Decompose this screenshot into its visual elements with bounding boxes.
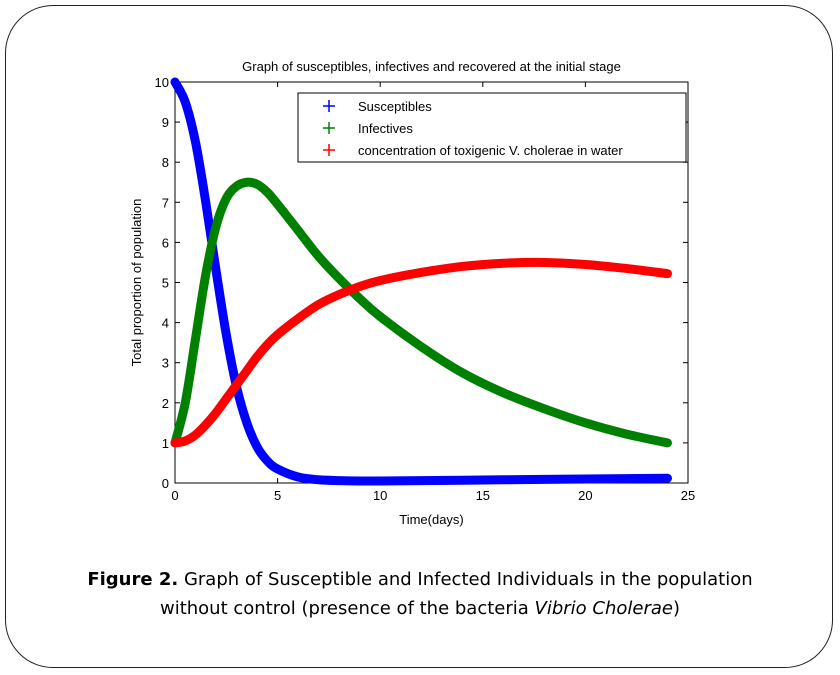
series-vcholerae-line	[170, 257, 672, 448]
x-tick-label: 10	[373, 488, 387, 503]
y-tick-label: 3	[162, 356, 169, 371]
y-tick-label: 10	[155, 75, 169, 90]
y-tick-label: 1	[162, 436, 169, 451]
y-tick-label: 4	[162, 316, 169, 331]
y-tick-label: 8	[162, 155, 169, 170]
caption-species: Vibrio Cholerae	[534, 598, 673, 619]
y-tick-label: 7	[162, 195, 169, 210]
caption-text-2a: without control (presence of the bacteri…	[159, 598, 535, 619]
x-tick-label: 0	[171, 488, 178, 503]
y-tick-label: 9	[162, 115, 169, 130]
legend-box	[297, 92, 687, 163]
y-tick-label: 5	[162, 276, 169, 291]
legend-entry: Infectives	[358, 121, 413, 136]
legend-entry: Susceptibles	[358, 99, 432, 114]
caption-text-2b: )	[672, 598, 681, 619]
caption-text-1: Graph of Susceptible and Infected Indivi…	[178, 569, 753, 590]
x-axis-label: Time(days)	[399, 512, 464, 527]
figure-frame	[5, 5, 833, 668]
caption-label: Figure 2.	[87, 569, 179, 590]
series-infectives-line	[170, 177, 672, 448]
caption-line-1: Figure 2. Graph of Susceptible and Infec…	[0, 565, 840, 594]
chart-title: Graph of susceptibles, infectives and re…	[242, 59, 621, 74]
figure-caption: Figure 2. Graph of Susceptible and Infec…	[0, 565, 840, 623]
legend-entry: concentration of toxigenic V. cholerae i…	[358, 143, 623, 158]
chart: Graph of susceptibles, infectives and re…	[129, 59, 695, 527]
y-tick-label: 2	[162, 396, 169, 411]
x-tick-label: 5	[274, 488, 281, 503]
y-axis-label: Total proportion of population	[129, 199, 144, 367]
caption-line-2: without control (presence of the bacteri…	[0, 594, 840, 623]
x-tick-label: 15	[476, 488, 490, 503]
plot-layer: Graph of susceptibles, infectives and re…	[129, 59, 695, 527]
y-tick-label: 0	[162, 476, 169, 491]
x-tick-label: 25	[681, 488, 695, 503]
y-tick-label: 6	[162, 235, 169, 250]
x-tick-label: 20	[578, 488, 592, 503]
